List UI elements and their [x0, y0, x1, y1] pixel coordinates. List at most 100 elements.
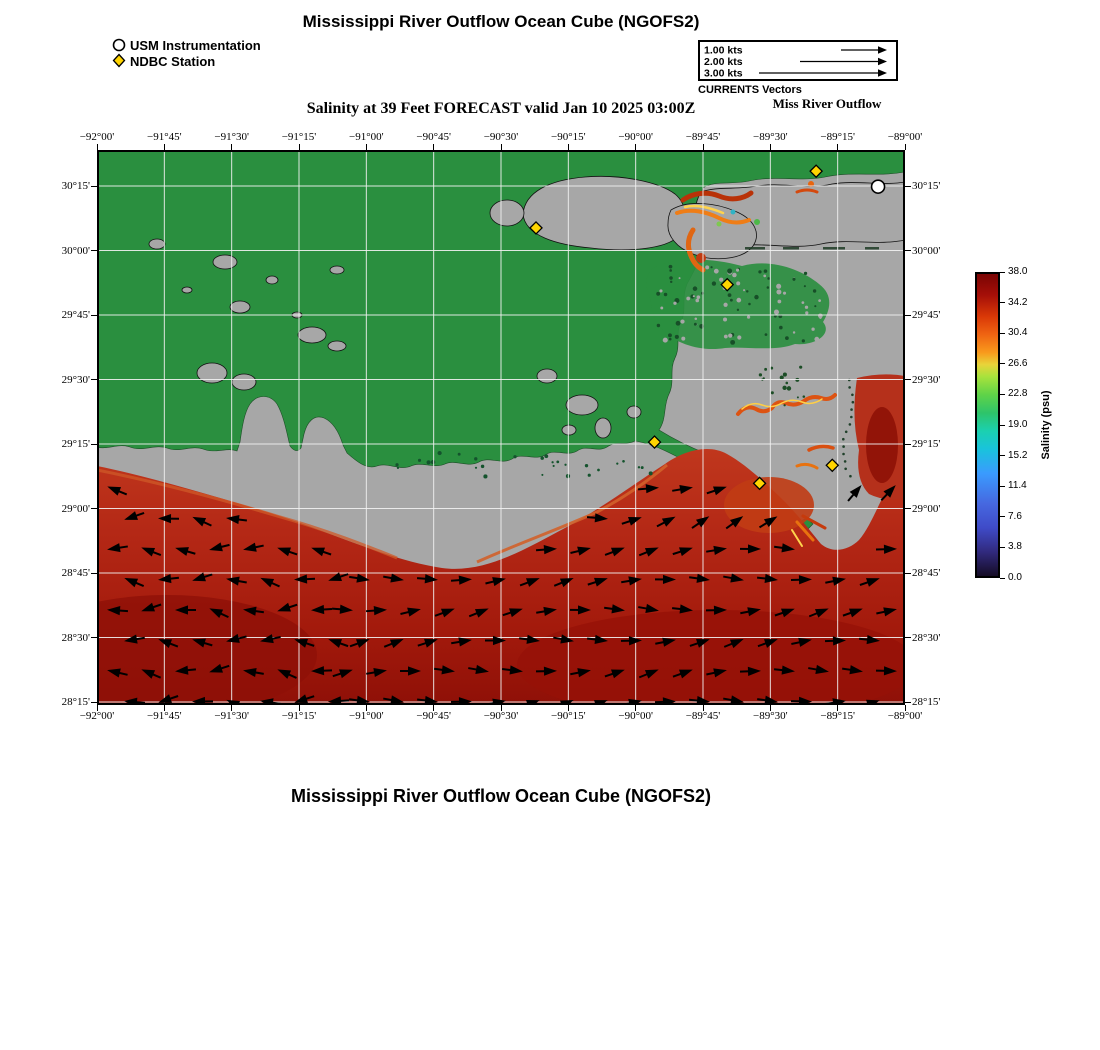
y-tick-label-left: 29°45' — [61, 309, 90, 321]
x-tick-label-bottom: −89°00' — [887, 710, 923, 722]
y-tickmark — [905, 701, 911, 703]
x-tickmark — [96, 144, 98, 150]
x-tick-label-top: −91°45' — [147, 131, 182, 143]
y-tick-label-left: 30°00' — [61, 244, 90, 257]
y-tick-label-right: 30°15' — [912, 180, 941, 192]
x-tick-label-top: −90°00' — [618, 131, 653, 143]
x-tickmark — [837, 144, 839, 150]
x-tickmark — [365, 144, 367, 150]
x-tickmark — [231, 144, 233, 150]
y-tickmark — [905, 637, 911, 638]
x-tickmark — [231, 705, 233, 711]
y-tickmark — [905, 508, 911, 509]
colorbar-tick-value: 3.8 — [1008, 541, 1022, 553]
y-tickmark — [91, 250, 97, 251]
usm-station-marker — [870, 179, 886, 194]
usm-marker-icon — [112, 38, 126, 52]
ndbc-label: NDBC Station — [130, 54, 216, 69]
colorbar-tickmark — [1000, 485, 1005, 487]
x-tick-label-bottom: −90°30' — [483, 710, 519, 722]
x-tick-label-bottom: −91°30' — [214, 710, 249, 722]
y-tick-label-left: 28°45' — [61, 567, 90, 579]
x-tickmark — [298, 144, 300, 150]
colorbar-tick-value: 22.8 — [1008, 388, 1028, 400]
ndbc-marker-icon — [112, 53, 126, 68]
y-tick-label-right: 29°00' — [912, 502, 941, 515]
colorbar-tickmark — [1000, 546, 1005, 548]
colorbar-tick-value: 38.0 — [1008, 266, 1028, 277]
page-title: Mississippi River Outflow Ocean Cube (NG… — [302, 12, 700, 31]
y-tickmark — [905, 572, 911, 574]
ndbc-station-marker — [720, 277, 735, 292]
colorbar-tick-value: 30.4 — [1008, 327, 1028, 339]
x-tickmark — [702, 705, 704, 711]
colorbar-tickmark — [1000, 424, 1005, 426]
y-tickmark — [91, 443, 97, 445]
x-tick-label-top: −89°45' — [685, 131, 721, 143]
colorbar-tickmark — [1000, 577, 1005, 579]
lake-pontchartrain — [522, 176, 686, 251]
colorbar-label: Salinity (psu) — [1040, 390, 1052, 460]
y-tickmark — [91, 637, 97, 638]
colorbar-tick-value: 0.0 — [1008, 572, 1022, 583]
x-tick-label-bottom: −90°45' — [416, 710, 451, 722]
marsh-region — [646, 259, 830, 350]
y-tickmark — [91, 572, 97, 574]
colorbar-tickmark — [1000, 393, 1005, 395]
x-tickmark — [769, 705, 771, 711]
x-tickmark — [500, 144, 502, 150]
x-tickmark — [769, 144, 771, 150]
ndbc-station-marker — [809, 164, 824, 179]
x-tickmark — [904, 705, 906, 711]
map-svg — [17, 149, 917, 720]
x-tick-label-bottom: −89°15' — [820, 710, 855, 722]
y-tick-label-right: 29°30' — [912, 373, 941, 386]
x-tick-label-top: −91°30' — [214, 131, 249, 143]
x-tick-label-top: −89°30' — [753, 131, 788, 143]
y-tick-label-left: 29°15' — [61, 438, 90, 450]
x-tickmark — [904, 144, 906, 150]
x-tickmark — [500, 705, 502, 711]
colorbar-tick-value: 34.2 — [1008, 296, 1028, 308]
y-tickmark — [91, 185, 97, 187]
y-tick-label-right: 30°00' — [912, 244, 941, 257]
ndbc-station-marker — [752, 476, 767, 491]
x-tick-label-top: −89°15' — [820, 131, 855, 143]
x-tickmark — [298, 705, 300, 711]
station-markers — [529, 164, 886, 491]
svg-text:3.00 kts: 3.00 kts — [704, 68, 743, 80]
usm-label: USM Instrumentation — [130, 38, 261, 53]
colorbar-tickmark — [1000, 332, 1005, 334]
x-tick-label-bottom: −90°15' — [551, 710, 586, 722]
bottom-page-title: Mississippi River Outflow Ocean Cube (NG… — [290, 786, 712, 806]
colorbar-tick-value: 26.6 — [1008, 357, 1028, 369]
x-tick-label-bottom: −92°00' — [79, 710, 115, 722]
colorbar-tickmark — [1000, 302, 1005, 304]
y-tickmark — [91, 314, 97, 316]
y-tick-label-right: 29°15' — [912, 438, 941, 450]
colorbar — [975, 272, 1000, 578]
colorbar-tickmark — [1000, 455, 1005, 457]
y-tick-label-right: 28°45' — [912, 567, 941, 579]
y-tick-label-right: 28°15' — [912, 696, 941, 708]
plot-subtitle: Salinity at 39 Feet FORECAST valid Jan 1… — [306, 100, 696, 117]
x-tick-label-bottom: −91°15' — [281, 710, 317, 722]
colorbar-tick-value: 15.2 — [1008, 449, 1028, 461]
vector-legend-row: 3.00 kts — [704, 68, 887, 80]
x-tick-label-bottom: −91°45' — [147, 710, 182, 722]
x-tick-label-top: −89°00' — [887, 131, 923, 143]
x-tickmark — [163, 144, 165, 150]
y-tickmark — [91, 379, 97, 380]
y-tickmark — [905, 379, 911, 380]
y-tickmark — [91, 508, 97, 509]
marker-legend-icons — [112, 38, 126, 68]
y-tick-label-left: 28°15' — [61, 696, 90, 708]
vector-legend-row: 1.00 kts — [704, 45, 887, 57]
y-tickmark — [905, 443, 911, 445]
ndbc-station-marker — [529, 221, 543, 235]
river-plumes — [675, 181, 837, 547]
colorbar-tickmark — [1000, 271, 1005, 273]
svg-text:1.00 kts: 1.00 kts — [704, 45, 743, 57]
